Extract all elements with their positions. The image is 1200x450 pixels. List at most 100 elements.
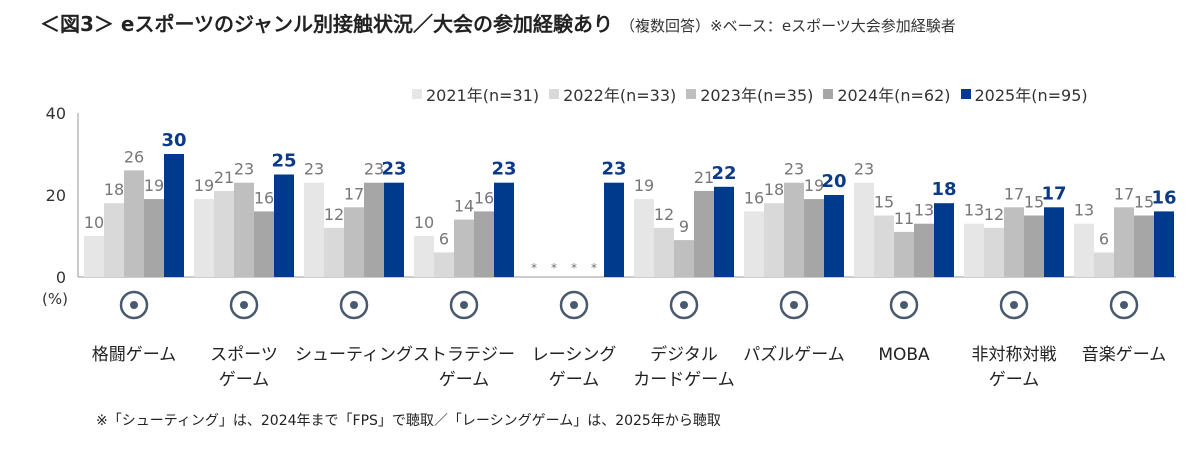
data-label: 16: [254, 188, 274, 207]
data-label: 23: [491, 159, 516, 180]
bar: [1114, 207, 1134, 277]
footnote: ※「シューティング」は、2024年まで「FPS」で聴取／「レーシングゲーム」は、…: [96, 413, 721, 429]
bar: [494, 182, 514, 277]
bar: [604, 182, 624, 277]
data-label: 17: [1004, 184, 1024, 203]
bar: [854, 182, 874, 277]
category-label: 音楽ゲーム: [1082, 345, 1167, 365]
digital-card-icon: [669, 290, 699, 320]
legend-item: 2024年(n=62): [823, 82, 951, 106]
bar: [694, 190, 714, 277]
y-tick-label: 0: [56, 268, 66, 287]
data-label: 23: [364, 160, 384, 179]
data-label: 19: [144, 176, 164, 195]
data-label: 10: [84, 213, 104, 232]
bar: [324, 227, 344, 277]
legend-swatch: [823, 89, 834, 99]
asymmetric-battle-icon: [999, 290, 1029, 320]
bar: [1024, 215, 1044, 277]
bar: [784, 182, 804, 277]
data-label: 19: [194, 176, 214, 195]
title-main: ＜図3＞ eスポーツのジャンル別接触状況／大会の参加経験あり: [40, 12, 614, 36]
bar: [274, 174, 294, 277]
data-label: 13: [964, 201, 984, 220]
bar: [914, 223, 934, 277]
bar: [634, 199, 654, 277]
bar: [144, 199, 164, 277]
bar: [344, 207, 364, 277]
bar: [164, 154, 184, 277]
category-label: 非対称対戦: [972, 345, 1057, 365]
bar: [124, 170, 144, 277]
data-label: 12: [984, 205, 1004, 224]
data-label: 18: [764, 180, 784, 199]
bar: [874, 215, 894, 277]
category-label: デジタル: [650, 344, 718, 365]
bar: [654, 227, 674, 277]
legend-label: 2021年(n=31): [426, 86, 540, 105]
bar: [1094, 252, 1114, 277]
legend-swatch: [960, 89, 971, 99]
bar: [714, 186, 734, 277]
legend-label: 2024年(n=62): [837, 86, 951, 105]
bar: [1004, 207, 1024, 277]
y-tick-label: 20: [46, 186, 66, 205]
bar: [1044, 207, 1064, 277]
legend-label: 2022年(n=33): [563, 86, 677, 105]
bar: [384, 182, 404, 277]
soccer-ball-icon: [229, 290, 259, 320]
data-label: 23: [784, 160, 804, 179]
race-car-icon: [559, 290, 589, 320]
bar: [234, 182, 254, 277]
data-label: 23: [234, 160, 254, 179]
data-label: 17: [1041, 183, 1066, 204]
bar: [1134, 215, 1154, 277]
data-label: 11: [894, 209, 914, 228]
missing-marker: *: [591, 261, 597, 275]
data-label: 23: [601, 159, 626, 180]
sword-chess-knight-icon: [449, 290, 479, 320]
data-label: 18: [931, 179, 956, 200]
category-label: ストラテジー: [413, 345, 515, 365]
data-label: 19: [634, 176, 654, 195]
data-label: 15: [874, 193, 894, 212]
legend-item: 2025年(n=95): [960, 82, 1088, 106]
data-label: 20: [821, 171, 846, 192]
data-label: 12: [654, 205, 674, 224]
data-label: 16: [474, 188, 494, 207]
bar: [1074, 223, 1094, 277]
y-axis-unit: (%): [42, 290, 68, 308]
bar: [1154, 211, 1174, 277]
bar: [104, 203, 124, 277]
bar: [824, 195, 844, 277]
data-label: 14: [454, 197, 474, 216]
bar: [764, 203, 784, 277]
data-label: 23: [381, 159, 406, 180]
bar: [984, 227, 1004, 277]
crosshair-icon: [339, 290, 369, 320]
y-tick-label: 40: [46, 104, 66, 123]
data-label: 17: [344, 184, 364, 203]
data-label: 19: [804, 176, 824, 195]
category-label: レーシング: [532, 345, 617, 365]
legend-swatch: [412, 89, 422, 99]
data-label: 26: [124, 147, 144, 166]
missing-marker: *: [551, 261, 557, 275]
category-label: スポーツ: [210, 345, 278, 365]
bar: [214, 190, 234, 277]
data-label: 6: [1099, 229, 1109, 248]
bar: [894, 231, 914, 277]
category-label: ゲーム: [219, 370, 270, 390]
data-label: 16: [1151, 187, 1176, 208]
data-label: 18: [104, 180, 124, 199]
data-label: 22: [711, 163, 736, 184]
bar: [804, 199, 824, 277]
bar: [474, 211, 494, 277]
category-label: ゲーム: [549, 370, 600, 390]
legend-item: 2022年(n=33): [549, 82, 676, 106]
bar: [414, 236, 434, 277]
legend-label: 2023年(n=35): [700, 86, 814, 105]
legend-item: 2021年(n=31): [412, 82, 539, 106]
bar: [84, 236, 104, 277]
